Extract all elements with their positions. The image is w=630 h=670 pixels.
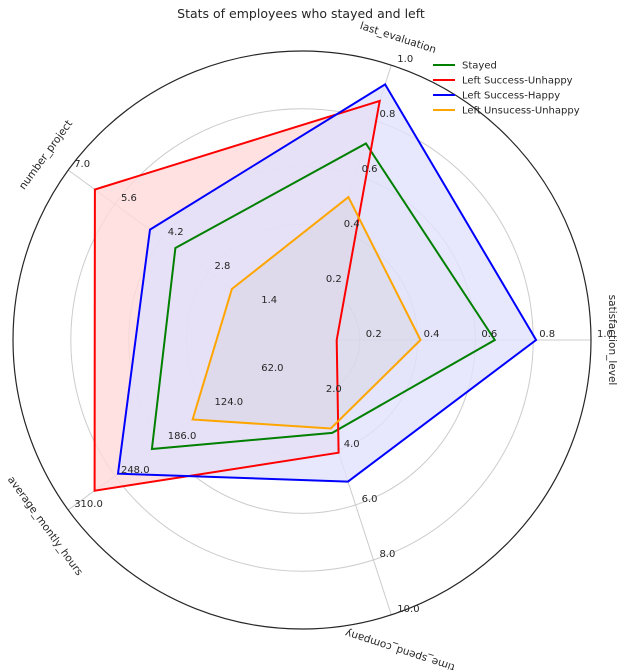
series-fill-layer [94, 84, 537, 491]
tick-label: 0.8 [539, 329, 555, 340]
legend-label: Left Unsucess-Unhappy [462, 106, 580, 117]
series-line-layer [93, 83, 538, 492]
series-area [192, 197, 421, 429]
tick-label: 248.0 [121, 465, 150, 476]
tick-label: 62.0 [261, 363, 283, 374]
tick-label: 186.0 [168, 431, 197, 442]
tick-label: 0.4 [344, 219, 360, 230]
tick-label: 2.8 [214, 261, 230, 272]
series-line [93, 99, 381, 492]
axis-label: time_spend_company [344, 627, 457, 670]
tick-label: 10.0 [397, 604, 419, 615]
tick-label: 7.0 [74, 159, 90, 170]
tick-label: 1.0 [597, 329, 613, 340]
tick-label: 2.0 [326, 384, 342, 395]
tick-label: 8.0 [379, 549, 395, 560]
axis-label: satisfaction_level [606, 295, 618, 386]
tick-label: 124.0 [214, 397, 243, 408]
tick-label: 0.4 [424, 329, 440, 340]
outer-frame [12, 50, 592, 630]
tick-label: 4.2 [168, 227, 184, 238]
tick-label: 0.2 [366, 329, 382, 340]
legend: Stayed Left Success-Unhappy Left Success-H… [433, 61, 580, 117]
tick-label: 4.0 [344, 439, 360, 450]
axis-label: average_montly_hours [5, 474, 85, 578]
tick-label: 0.6 [481, 329, 497, 340]
tick-label: 5.6 [121, 193, 137, 204]
tick-label: 310.0 [74, 499, 103, 510]
axis-label: number_project [17, 118, 75, 192]
legend-label: Stayed [462, 61, 497, 72]
tick-label: 1.4 [261, 295, 277, 306]
series-area [118, 84, 537, 482]
series-line [116, 83, 538, 483]
tick-label: 6.0 [362, 494, 378, 505]
legend-label: Left Success-Happy [462, 91, 560, 102]
axis-label: last_evaluation [358, 20, 437, 56]
tick-label: 0.6 [362, 164, 378, 175]
chart-title: Stats of employees who stayed and left [177, 6, 425, 21]
series-line [191, 195, 422, 430]
legend-label: Left Success-Unhappy [462, 76, 573, 87]
tick-label: 0.2 [326, 274, 342, 285]
tick-label: 1.0 [397, 54, 413, 65]
series-line [150, 142, 497, 451]
tick-label: 0.8 [379, 109, 395, 120]
tick-layer: 0.2 0.4 0.6 0.8 1.0 0.2 0.4 0.6 0.8 1.0 1.4 2.8 4.2 5… [74, 54, 613, 615]
